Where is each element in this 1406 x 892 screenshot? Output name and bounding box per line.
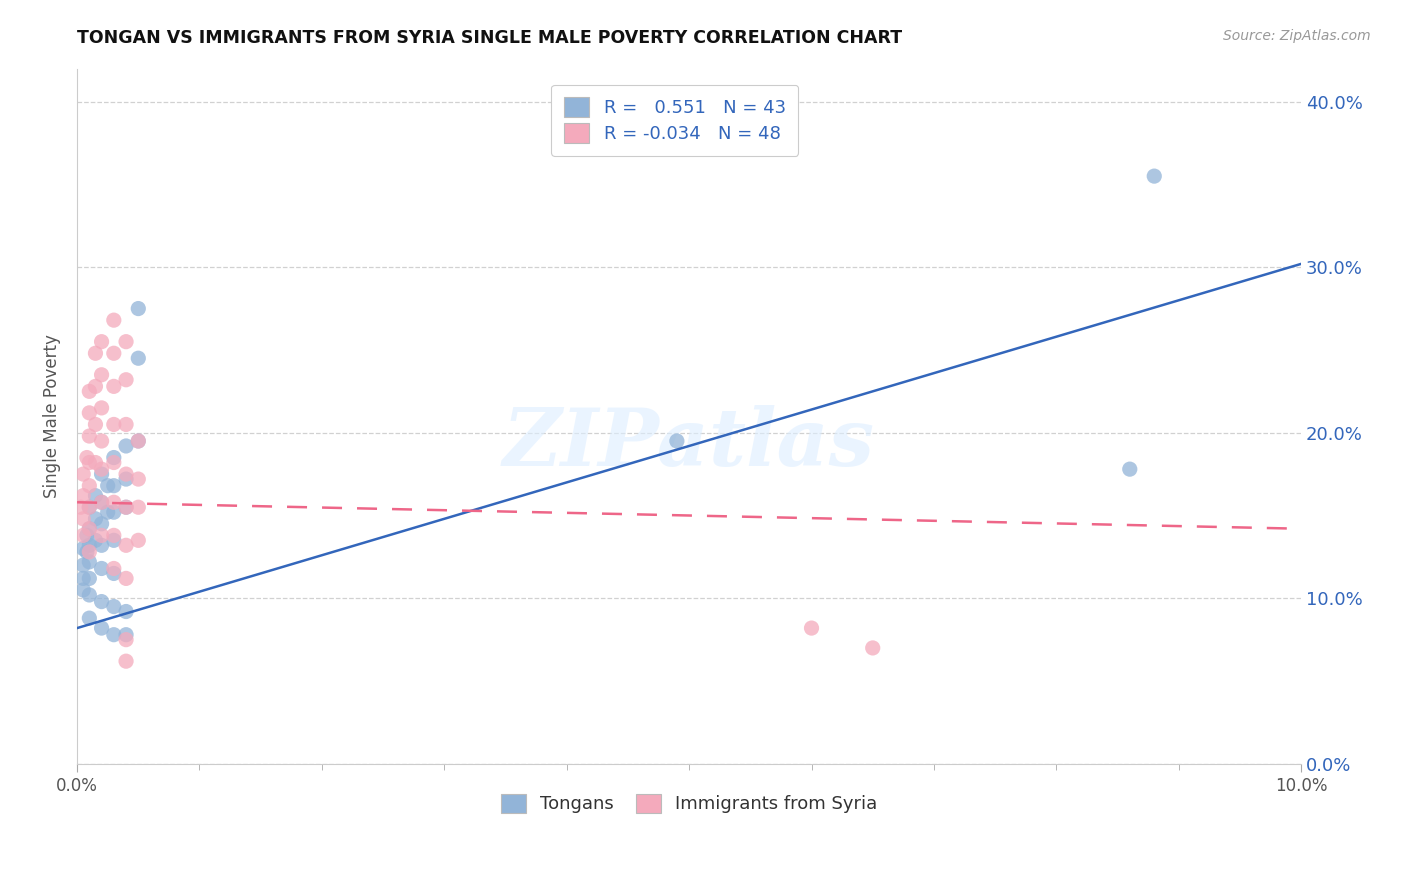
Point — [79, 479, 101, 493]
Point — [76, 545, 98, 559]
Point — [103, 456, 125, 470]
Point — [1119, 462, 1142, 476]
Point — [115, 373, 138, 387]
Point — [103, 561, 125, 575]
Point — [84, 533, 107, 548]
Point — [665, 434, 688, 448]
Point — [72, 558, 94, 573]
Point — [90, 621, 112, 635]
Point — [103, 505, 125, 519]
Point — [115, 467, 138, 482]
Point — [115, 417, 138, 432]
Point — [79, 571, 101, 585]
Point — [79, 500, 101, 515]
Point — [79, 429, 101, 443]
Point — [72, 582, 94, 597]
Point — [103, 417, 125, 432]
Y-axis label: Single Male Poverty: Single Male Poverty — [44, 334, 60, 498]
Point — [115, 628, 138, 642]
Point — [90, 495, 112, 509]
Point — [72, 512, 94, 526]
Point — [72, 541, 94, 556]
Point — [79, 500, 101, 515]
Point — [72, 467, 94, 482]
Legend: Tongans, Immigrants from Syria: Tongans, Immigrants from Syria — [489, 783, 889, 824]
Point — [84, 489, 107, 503]
Point — [127, 434, 149, 448]
Point — [84, 417, 107, 432]
Point — [800, 621, 823, 635]
Point — [69, 500, 91, 515]
Point — [115, 632, 138, 647]
Point — [115, 334, 138, 349]
Point — [90, 368, 112, 382]
Point — [127, 301, 149, 316]
Point — [79, 522, 101, 536]
Point — [79, 406, 101, 420]
Point — [90, 467, 112, 482]
Text: ZIPatlas: ZIPatlas — [503, 405, 875, 483]
Point — [115, 571, 138, 585]
Point — [79, 456, 101, 470]
Point — [103, 566, 125, 581]
Point — [115, 500, 138, 515]
Point — [115, 538, 138, 552]
Point — [90, 462, 112, 476]
Point — [97, 505, 120, 519]
Point — [103, 599, 125, 614]
Point — [90, 528, 112, 542]
Point — [103, 450, 125, 465]
Point — [127, 533, 149, 548]
Point — [103, 628, 125, 642]
Point — [79, 588, 101, 602]
Point — [103, 495, 125, 509]
Point — [84, 346, 107, 360]
Point — [115, 654, 138, 668]
Point — [79, 555, 101, 569]
Point — [72, 489, 94, 503]
Text: TONGAN VS IMMIGRANTS FROM SYRIA SINGLE MALE POVERTY CORRELATION CHART: TONGAN VS IMMIGRANTS FROM SYRIA SINGLE M… — [77, 29, 903, 46]
Point — [90, 594, 112, 608]
Point — [79, 611, 101, 625]
Point — [103, 479, 125, 493]
Point — [72, 571, 94, 585]
Point — [90, 401, 112, 415]
Point — [127, 351, 149, 366]
Point — [103, 528, 125, 542]
Point — [103, 533, 125, 548]
Point — [127, 500, 149, 515]
Point — [79, 384, 101, 399]
Point — [103, 313, 125, 327]
Point — [72, 528, 94, 542]
Point — [84, 456, 107, 470]
Text: Source: ZipAtlas.com: Source: ZipAtlas.com — [1223, 29, 1371, 43]
Point — [90, 516, 112, 531]
Point — [84, 379, 107, 393]
Point — [90, 538, 112, 552]
Point — [115, 439, 138, 453]
Point — [76, 450, 98, 465]
Point — [115, 605, 138, 619]
Point — [79, 522, 101, 536]
Point — [76, 528, 98, 542]
Point — [90, 434, 112, 448]
Point — [862, 640, 884, 655]
Point — [90, 561, 112, 575]
Point — [84, 512, 107, 526]
Point — [115, 500, 138, 515]
Point — [90, 334, 112, 349]
Point — [97, 479, 120, 493]
Point — [1143, 169, 1166, 183]
Point — [115, 472, 138, 486]
Point — [79, 545, 101, 559]
Point — [79, 538, 101, 552]
Point — [103, 379, 125, 393]
Point — [103, 346, 125, 360]
Point — [127, 434, 149, 448]
Point — [127, 472, 149, 486]
Point — [90, 495, 112, 509]
